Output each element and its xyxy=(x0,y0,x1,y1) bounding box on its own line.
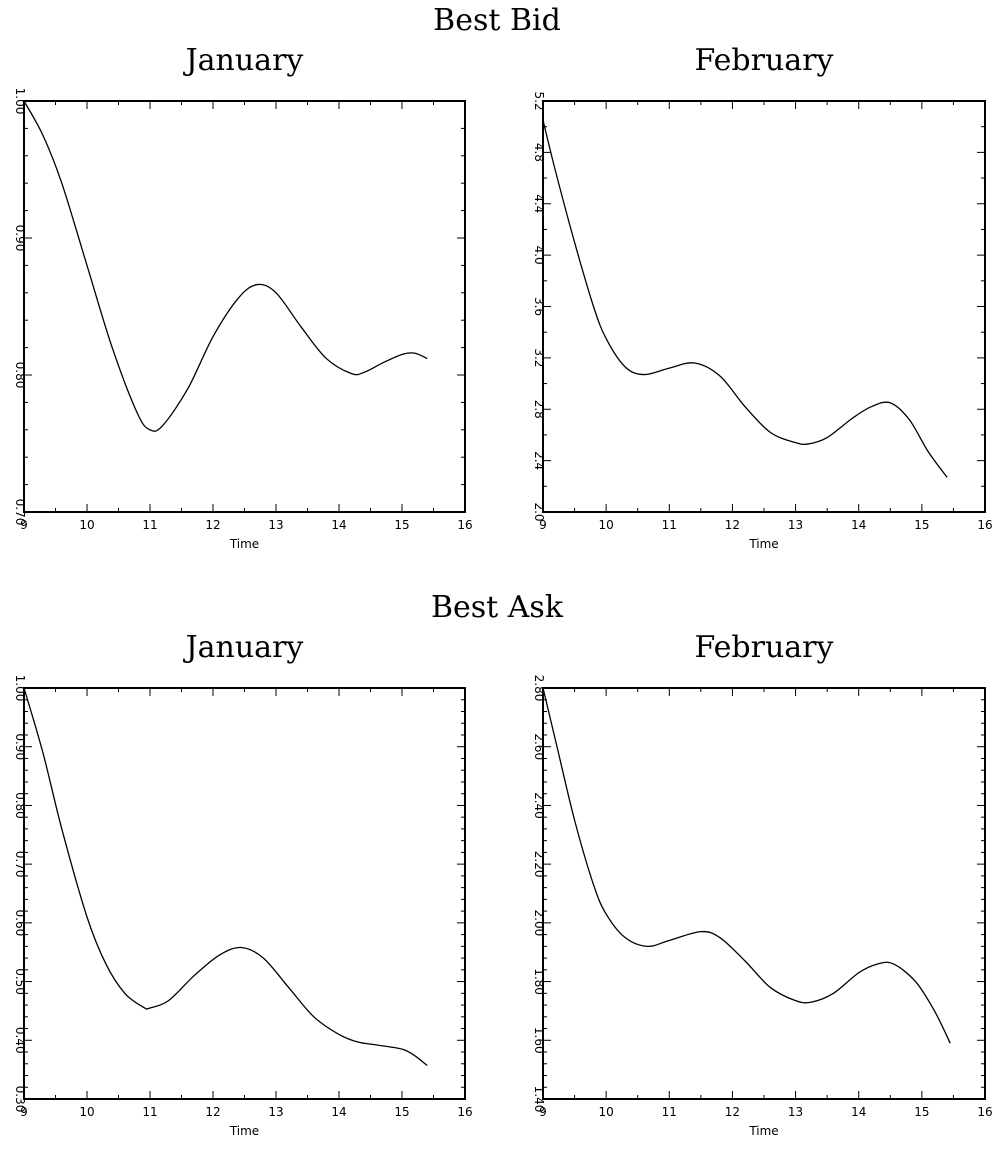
panel-title: January xyxy=(183,43,304,78)
y-tick-label: 1.80 xyxy=(532,968,546,995)
x-tick-label: 11 xyxy=(142,518,157,532)
y-tick-label: 2.4 xyxy=(532,451,546,470)
x-tick-label: 9 xyxy=(539,1105,547,1119)
x-tick-label: 16 xyxy=(457,518,472,532)
x-tick-label: 15 xyxy=(914,1105,929,1119)
x-tick-label: 15 xyxy=(394,1105,409,1119)
x-tick-label: 12 xyxy=(205,1105,220,1119)
x-axis-label: Time xyxy=(229,537,259,551)
y-tick-label: 2.40 xyxy=(532,792,546,819)
x-tick-label: 16 xyxy=(977,1105,992,1119)
y-tick-label: 4.4 xyxy=(532,194,546,213)
x-tick-label: 16 xyxy=(977,518,992,532)
y-tick-label: 0.70 xyxy=(13,851,27,878)
y-tick-label: 1.60 xyxy=(532,1027,546,1054)
x-tick-label: 13 xyxy=(268,518,283,532)
y-tick-label: 1.00 xyxy=(13,675,27,702)
x-tick-label: 10 xyxy=(599,518,614,532)
x-tick-label: 14 xyxy=(331,518,346,532)
y-tick-label: 0.50 xyxy=(13,968,27,995)
series-line xyxy=(23,100,428,432)
x-tick-label: 13 xyxy=(788,518,803,532)
plot-frame xyxy=(23,687,466,1100)
x-tick-label: 15 xyxy=(394,518,409,532)
section-title-best-bid: Best Bid xyxy=(433,3,561,38)
x-tick-label: 11 xyxy=(662,1105,677,1119)
x-tick-label: 9 xyxy=(20,518,28,532)
y-tick-label: 0.80 xyxy=(13,362,27,389)
y-tick-label: 4.0 xyxy=(532,246,546,265)
y-tick-label: 3.6 xyxy=(532,297,546,316)
x-tick-label: 14 xyxy=(851,1105,866,1119)
x-tick-label: 15 xyxy=(914,518,929,532)
y-tick-label: 5.2 xyxy=(532,91,546,110)
x-tick-label: 16 xyxy=(457,1105,472,1119)
x-tick-label: 14 xyxy=(851,518,866,532)
series-line xyxy=(542,687,951,1044)
x-tick-label: 13 xyxy=(788,1105,803,1119)
section-title-best-ask: Best Ask xyxy=(431,590,564,625)
y-tick-label: 4.8 xyxy=(532,143,546,162)
y-tick-label: 0.80 xyxy=(13,792,27,819)
chart-panel: February1.401.601.802.002.202.402.602.80… xyxy=(532,630,993,1138)
y-tick-label: 2.20 xyxy=(532,851,546,878)
y-tick-label: 2.00 xyxy=(532,909,546,936)
plot-frame xyxy=(23,100,466,513)
y-tick-label: 3.2 xyxy=(532,348,546,367)
x-tick-label: 12 xyxy=(205,518,220,532)
x-tick-label: 10 xyxy=(79,1105,94,1119)
panel-title: January xyxy=(183,630,304,665)
x-axis-label: Time xyxy=(229,1124,259,1138)
chart-panel: January0.300.400.500.600.700.800.901.009… xyxy=(13,630,473,1138)
plot-frame xyxy=(542,100,986,513)
panel-title: February xyxy=(695,630,834,665)
y-tick-label: 2.8 xyxy=(532,400,546,419)
panel-title: February xyxy=(695,43,834,78)
y-tick-label: 2.80 xyxy=(532,675,546,702)
x-tick-label: 9 xyxy=(20,1105,28,1119)
series-line xyxy=(542,120,948,478)
y-tick-label: 0.90 xyxy=(13,225,27,252)
x-axis-label: Time xyxy=(748,1124,778,1138)
y-tick-label: 0.90 xyxy=(13,733,27,760)
y-tick-label: 1.00 xyxy=(13,88,27,115)
plot-frame xyxy=(542,687,986,1100)
y-tick-label: 0.60 xyxy=(13,909,27,936)
x-tick-label: 11 xyxy=(662,518,677,532)
x-tick-label: 10 xyxy=(79,518,94,532)
x-tick-label: 10 xyxy=(599,1105,614,1119)
x-tick-label: 14 xyxy=(331,1105,346,1119)
y-tick-label: 2.60 xyxy=(532,733,546,760)
x-tick-label: 11 xyxy=(142,1105,157,1119)
x-tick-label: 13 xyxy=(268,1105,283,1119)
x-tick-label: 9 xyxy=(539,518,547,532)
series-line xyxy=(23,687,428,1067)
x-axis-label: Time xyxy=(748,537,778,551)
x-tick-label: 12 xyxy=(725,1105,740,1119)
y-tick-label: 0.40 xyxy=(13,1027,27,1054)
x-tick-label: 12 xyxy=(725,518,740,532)
